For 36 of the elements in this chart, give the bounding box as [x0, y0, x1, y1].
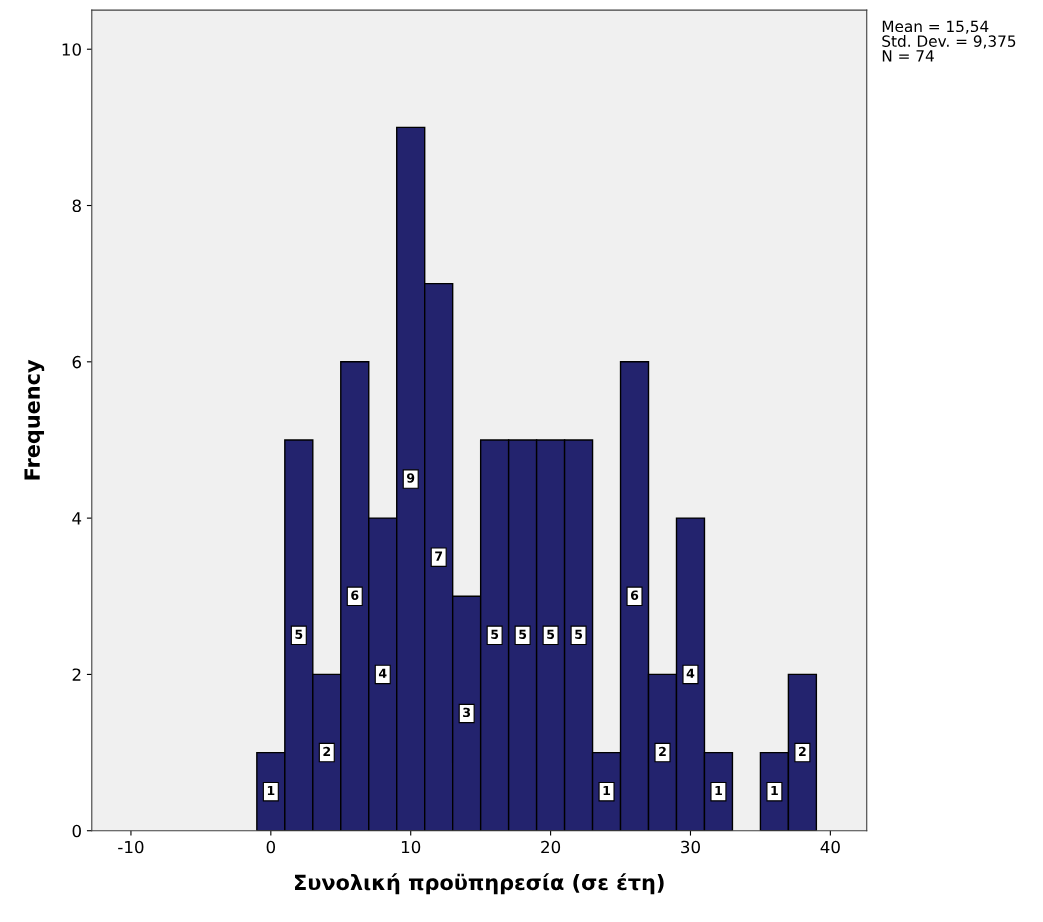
text: N = 74 [882, 50, 934, 62]
y-tick-label: 0 [72, 824, 81, 838]
x-tick-label: 10 [401, 840, 421, 854]
data-label: 4 [686, 668, 695, 678]
x-tick-label: 30 [681, 840, 700, 854]
y-axis-title: Frequency [24, 359, 45, 480]
data-label: 1 [771, 785, 778, 796]
y-tick-label: 2 [72, 668, 81, 681]
x-tick-label: 40 [820, 840, 840, 854]
data-label: 5 [519, 629, 527, 639]
x-tick-label: -10 [118, 840, 144, 854]
data-label: 2 [659, 746, 666, 757]
data-label: 1 [715, 785, 722, 796]
data-label: 1 [603, 785, 611, 796]
data-label: 7 [435, 551, 443, 561]
x-axis-title: Συνολική προϋπηρεσία (σε έτη) [295, 873, 664, 895]
data-label: 5 [575, 629, 583, 639]
x-tick-label: 0 [266, 840, 276, 854]
data-label: 6 [630, 590, 639, 600]
text: Mean = 15,54 [882, 20, 989, 34]
data-label: 4 [378, 668, 387, 678]
data-label: 3 [463, 707, 471, 718]
x-tick-label: 20 [541, 840, 561, 854]
y-tick-label: 8 [72, 199, 81, 213]
data-label: 5 [491, 629, 499, 639]
data-label: 6 [351, 590, 359, 600]
data-label: 9 [407, 473, 415, 483]
data-label: 5 [295, 629, 303, 639]
data-label: 5 [547, 629, 555, 639]
y-tick-label: 4 [72, 512, 82, 525]
data-label: 2 [799, 746, 806, 757]
y-tick-label: 6 [72, 355, 82, 369]
y-tick-label: 10 [62, 43, 81, 56]
data-label: 1 [267, 785, 275, 796]
text: Std. Dev. = 9,375 [882, 35, 1016, 49]
data-label: 2 [323, 746, 331, 757]
